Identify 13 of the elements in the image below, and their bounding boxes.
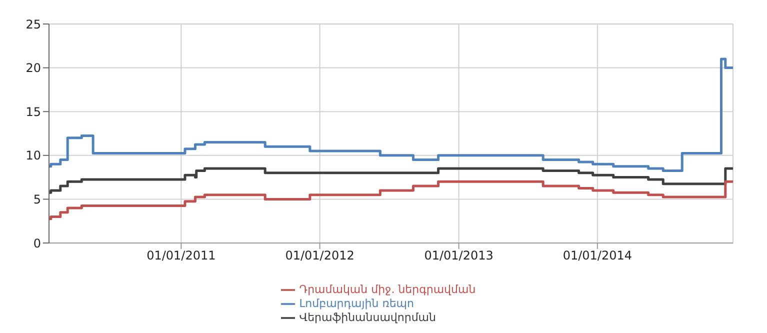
y-tick-label: 0 (33, 236, 41, 250)
y-tick-label: 15 (26, 104, 41, 119)
x-tick-label: 01/01/2012 (285, 248, 354, 263)
y-tick-label: 5 (33, 192, 41, 206)
legend-label: Դրամական միջ. ներգրավման (299, 283, 476, 296)
x-tick-label: 01/01/2014 (562, 248, 632, 263)
x-tick-label: 01/01/2013 (424, 248, 494, 263)
y-tick-label: 20 (26, 61, 41, 76)
y-tick-label: 10 (26, 148, 41, 163)
y-tick-label: 25 (26, 17, 41, 32)
x-tick-label: 01/01/2011 (146, 248, 216, 263)
legend-label: Վերաֆինանսավորման (299, 311, 436, 324)
legend-label: Լոմբարդային ռեպո (299, 297, 414, 310)
